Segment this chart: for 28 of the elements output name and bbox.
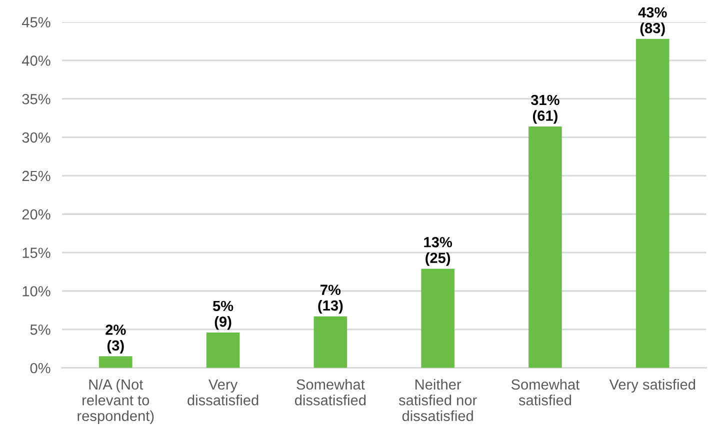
bar	[98, 356, 132, 368]
x-tick-label: Very dissatisfied	[188, 379, 258, 406]
y-tick-label: 45%	[22, 17, 50, 28]
data-label: 13% (25)	[424, 237, 452, 266]
data-label: 43% (83)	[638, 7, 667, 36]
y-tick-label: 25%	[22, 170, 50, 182]
bar	[528, 126, 562, 368]
y-tick-label: 40%	[22, 56, 50, 66]
bar	[314, 316, 348, 368]
x-tick-label: N/A (Not relevant to respondent)	[78, 378, 154, 424]
data-label: 7% (13)	[318, 284, 343, 314]
y-tick-label: 15%	[22, 248, 50, 258]
bar	[636, 38, 670, 368]
x-tick-label: Very satisfied	[609, 378, 696, 393]
bar	[206, 332, 240, 368]
x-tick-label: Neither satisfied nor dissatisfied	[398, 378, 477, 422]
x-tick-label: Somewhat satisfied	[511, 378, 580, 406]
x-tick-label: Somewhat dissatisfied	[294, 378, 366, 406]
data-label: 31% (61)	[530, 94, 560, 124]
data-label: 2% (3)	[106, 324, 126, 354]
y-tick-label: 30%	[22, 132, 50, 143]
y-tick-label: 35%	[22, 94, 50, 104]
y-tick-label: 10%	[22, 286, 50, 296]
bar	[421, 268, 454, 368]
y-tick-label: 5%	[30, 324, 50, 335]
data-label: 5% (9)	[212, 300, 234, 330]
y-tick-label: 0%	[30, 362, 50, 374]
y-tick-label: 20%	[22, 209, 50, 220]
